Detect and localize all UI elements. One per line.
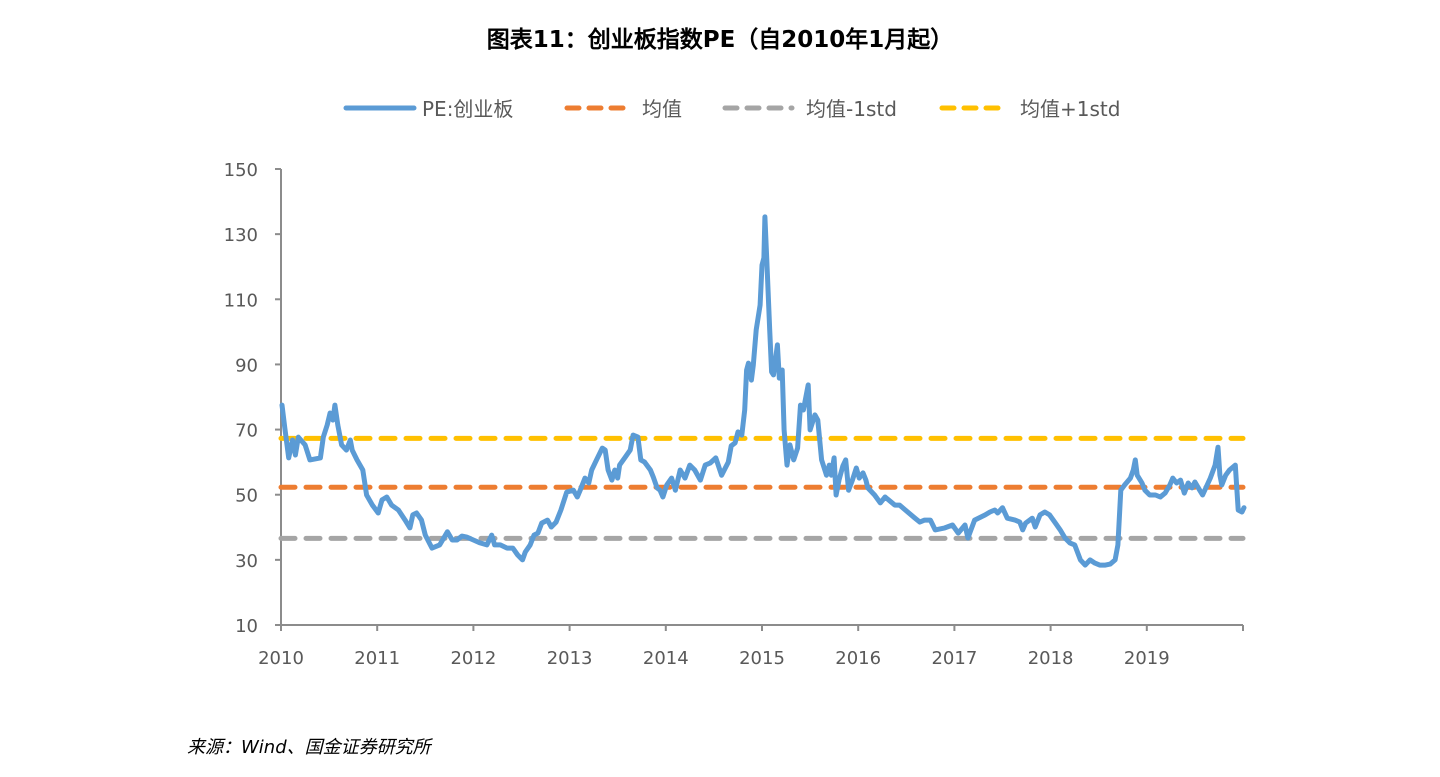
x-tick-label: 2014 [643,648,689,669]
y-tick-label: 130 [224,225,258,246]
x-tick-label: 2013 [547,648,593,669]
y-tick-label: 70 [235,421,258,442]
x-tick-label: 2015 [739,648,785,669]
x-tick-label: 2011 [354,648,400,669]
legend-label-2: 均值-1std [806,97,897,121]
series-line-pe [279,214,1247,568]
x-tick-label: 2018 [1028,648,1074,669]
y-tick-label: 150 [224,160,258,181]
source-note: 来源：Wind、国金证券研究所 [187,737,431,758]
x-tick-label: 2017 [931,648,977,669]
chart-title: 图表11：创业板指数PE（自2010年1月起） [486,27,954,53]
legend-label-1: 均值 [642,97,682,121]
legend-label-0: PE:创业板 [422,97,513,121]
y-tick-label: 90 [235,355,258,376]
legend-label-3: 均值+1std [1020,97,1120,121]
x-tick-label: 2012 [450,648,496,669]
x-tick-label: 2016 [835,648,881,669]
x-tick-label: 2019 [1124,648,1170,669]
plot-area [278,214,1247,568]
legend: PE:创业板 均值 均值-1std 均值+1std [343,97,1120,121]
y-tick-label: 110 [224,290,258,311]
axes: 10 30 50 70 90 110 130 150 2010 2011 2012 2013 2014 2… [224,160,1244,669]
x-tick-label: 2010 [258,648,304,669]
y-tick-label: 50 [235,486,258,507]
y-tick-label: 10 [235,616,258,637]
y-tick-label: 30 [235,551,258,572]
